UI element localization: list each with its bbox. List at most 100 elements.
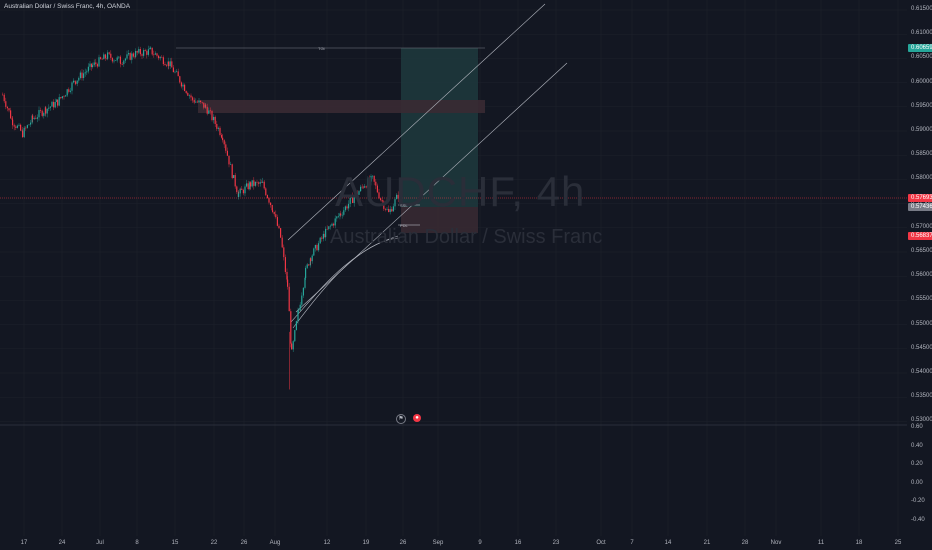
candle-down [108,52,110,54]
candle-up [16,125,18,128]
candle-down [263,181,265,189]
candle-up [344,206,346,211]
candle-down [134,56,136,58]
channel-upper-line [287,3,546,241]
candle-up [135,51,137,57]
pdl-label: PDL [400,223,408,228]
candle-up [301,295,303,305]
flag-icon[interactable]: ⚑ [396,414,406,424]
candle-up [103,54,105,60]
candle-up [213,116,215,121]
candle-up [304,277,306,288]
candle-up [78,77,80,81]
candle-down [100,57,102,59]
candle-up [294,330,296,342]
price-tick-label: 0.58000 [911,175,932,182]
candle-down [288,286,290,312]
candle-up [31,115,33,123]
current-price-tag: 0.57693 [908,194,932,202]
symbol-title[interactable]: Australian Dollar / Swiss Franc, 4h, OAN… [4,3,131,10]
tradingview-logo-icon[interactable]: ● [413,414,421,422]
candle-down [40,110,42,111]
candle-down [74,80,76,82]
candle-down [216,123,218,129]
candle-down [271,204,273,211]
candle-down [15,126,17,128]
candle-down [187,92,189,96]
candle-up [86,71,88,73]
candle-down [196,101,198,103]
time-tick-label: 26 [240,540,248,546]
time-tick-label: 24 [58,540,66,546]
candle-up [336,216,338,219]
candle-up [305,267,307,278]
candle-down [378,192,380,199]
candle-down [290,311,292,344]
candle-down [242,189,244,194]
candle-down [185,91,187,93]
candle-down [373,175,375,182]
candle-down [231,164,233,179]
candle-up [118,56,120,58]
candle-up [126,54,128,59]
candle-down [256,181,258,183]
candle-down [45,107,47,114]
candle-up [343,210,345,215]
candle-down [205,104,207,107]
candle-up [329,225,331,227]
candle-down [326,228,328,230]
indicator-tick-label: -0.40 [911,517,925,523]
candle-up [76,80,78,84]
candle-up [297,310,299,322]
candle-down [206,106,208,114]
candle-up [26,125,28,128]
candle-up [93,62,95,66]
candle-up [176,71,178,73]
candle-down [101,58,103,60]
candle-up [43,113,45,116]
indicator-tick-label: 0.40 [911,442,923,449]
candle-up [370,176,372,182]
candle-up [238,193,240,197]
time-tick-label: Nov [770,540,782,546]
candle-down [361,186,363,188]
candle-down [214,116,216,124]
candle-down [144,50,146,52]
candle-down [121,64,123,65]
candle-down [32,115,34,119]
candle-down [171,61,173,68]
candle-down [261,182,263,183]
candle-up [292,341,294,350]
candle-down [234,175,236,187]
candle-up [116,57,118,61]
candle-up [313,248,315,256]
candle-up [30,122,32,125]
candle-up [306,264,308,268]
candle-down [91,63,93,68]
candle-up [58,97,60,106]
candle-down [10,110,12,119]
candle-up [149,48,151,50]
candle-up [254,181,256,186]
candle-up [71,82,73,91]
candle-up [28,124,30,126]
candle-up [349,197,351,204]
price-tick-label: 0.56000 [911,272,932,279]
candle-up [299,304,301,311]
candle-down [383,201,385,209]
candle-down [190,95,192,98]
candle-up [198,100,200,103]
price-tick-label: 0.54500 [911,344,932,351]
candle-down [161,56,163,58]
price-tick-label: 0.57500 [911,200,932,206]
candle-down [225,144,227,151]
candle-down [13,125,15,127]
candle-down [179,76,181,83]
candle-up [318,243,320,251]
candle-down [276,217,278,226]
price-tick-label: 0.60500 [911,54,932,61]
time-tick-label: 16 [514,540,522,546]
candle-down [352,195,354,203]
trendlines[interactable] [287,3,568,329]
